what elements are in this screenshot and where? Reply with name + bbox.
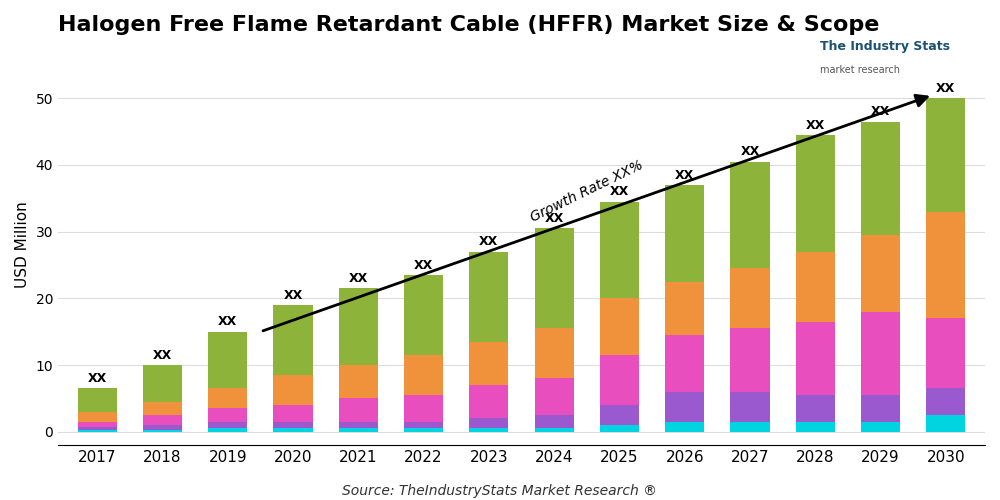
Bar (535, 428, 574, 432)
Bar (861, 122, 900, 235)
Bar (796, 422, 835, 432)
Bar (404, 275, 443, 355)
Bar (796, 252, 835, 322)
Bar (143, 402, 182, 415)
Bar (404, 422, 443, 428)
Bar (469, 252, 508, 342)
Bar (861, 395, 900, 422)
Text: Halogen Free Flame Retardant Cable (HFFR) Market Size & Scope: Halogen Free Flame Retardant Cable (HFFR… (58, 15, 879, 35)
Bar (730, 328, 770, 392)
Bar (469, 342, 508, 385)
Text: Growth Rate XX%: Growth Rate XX% (528, 158, 645, 225)
Text: XX: XX (218, 316, 237, 328)
Text: XX: XX (349, 272, 368, 285)
Text: XX: XX (806, 118, 825, 132)
Text: The Industry Stats: The Industry Stats (820, 40, 950, 53)
Bar (796, 322, 835, 395)
Bar (796, 395, 835, 422)
Bar (469, 418, 508, 428)
Bar (600, 202, 639, 298)
Bar (339, 428, 378, 432)
Bar (143, 425, 182, 430)
Text: XX: XX (283, 288, 303, 302)
Bar (273, 422, 313, 428)
Bar (143, 430, 182, 432)
Bar (665, 335, 704, 392)
Text: Source: TheIndustryStats Market Research ®: Source: TheIndustryStats Market Research… (342, 484, 658, 498)
Text: XX: XX (479, 236, 499, 248)
Bar (861, 422, 900, 432)
Bar (404, 395, 443, 422)
Bar (665, 392, 704, 422)
Bar (600, 425, 639, 432)
Bar (600, 405, 639, 425)
Text: XX: XX (871, 106, 890, 118)
Text: XX: XX (936, 82, 955, 95)
Bar (535, 328, 574, 378)
Bar (208, 422, 247, 428)
Bar (78, 430, 117, 432)
Bar (273, 375, 313, 405)
Bar (535, 228, 574, 328)
Bar (208, 428, 247, 432)
Bar (665, 185, 704, 282)
Bar (469, 428, 508, 432)
Bar (926, 318, 965, 388)
Bar (78, 427, 117, 430)
Bar (861, 235, 900, 312)
Bar (926, 388, 965, 415)
Text: XX: XX (414, 258, 433, 272)
Text: XX: XX (740, 146, 760, 158)
Bar (78, 412, 117, 422)
Bar (143, 415, 182, 425)
Bar (535, 378, 574, 415)
Text: XX: XX (675, 168, 694, 181)
Bar (143, 365, 182, 402)
Bar (730, 162, 770, 268)
Text: XX: XX (545, 212, 564, 225)
Bar (861, 312, 900, 395)
Bar (339, 422, 378, 428)
Bar (404, 355, 443, 395)
Bar (404, 428, 443, 432)
Bar (78, 388, 117, 412)
Bar (208, 408, 247, 422)
Bar (730, 422, 770, 432)
Bar (339, 288, 378, 365)
Bar (208, 332, 247, 388)
Bar (730, 392, 770, 422)
Bar (78, 422, 117, 427)
Bar (469, 385, 508, 418)
Text: XX: XX (610, 186, 629, 198)
Bar (665, 282, 704, 335)
Y-axis label: USD Million: USD Million (15, 202, 30, 288)
Bar (600, 298, 639, 355)
Bar (273, 405, 313, 422)
Bar (926, 98, 965, 212)
Bar (926, 212, 965, 318)
Bar (208, 388, 247, 408)
Text: market research: market research (820, 65, 900, 75)
Bar (535, 415, 574, 428)
Bar (926, 415, 965, 432)
Bar (339, 365, 378, 398)
Bar (339, 398, 378, 422)
Bar (796, 135, 835, 252)
Bar (273, 305, 313, 375)
Bar (273, 428, 313, 432)
Text: XX: XX (153, 349, 172, 362)
Bar (665, 422, 704, 432)
Bar (730, 268, 770, 328)
Bar (600, 355, 639, 405)
Text: XX: XX (88, 372, 107, 385)
